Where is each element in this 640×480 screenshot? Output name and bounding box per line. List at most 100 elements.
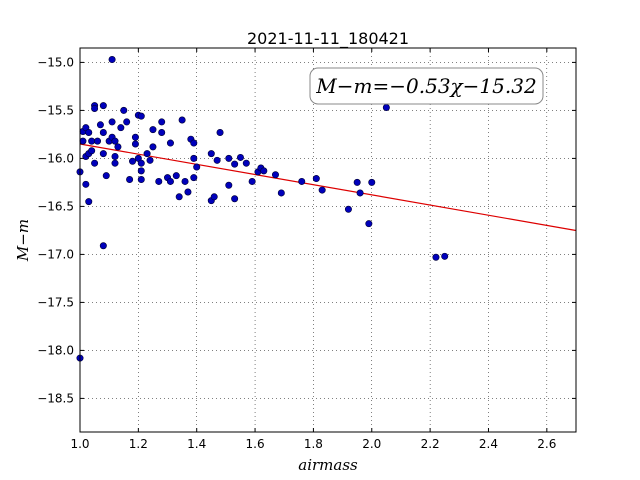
data-point (277, 189, 285, 197)
data-point (210, 193, 218, 201)
data-point (91, 159, 99, 167)
data-point (231, 160, 239, 168)
data-point (242, 159, 250, 167)
fit-annotation: M−m=−0.53χ−15.32 (309, 67, 544, 105)
data-point (111, 137, 119, 145)
y-tick-label: −18.0 (37, 343, 74, 357)
data-point (91, 104, 99, 112)
data-point (207, 150, 215, 158)
data-point (99, 150, 107, 158)
annotation-text: M−m=−0.53χ−15.32 (315, 74, 536, 98)
data-point (155, 177, 163, 185)
data-point (166, 177, 174, 185)
data-point (318, 186, 326, 194)
y-tick-label: −17.0 (37, 247, 74, 261)
x-tick-label: 1.6 (246, 437, 265, 451)
data-point (365, 220, 373, 228)
data-point (271, 171, 279, 179)
x-axis-label: airmass (298, 456, 358, 474)
data-point (368, 178, 376, 186)
x-tick-label: 2.2 (421, 437, 440, 451)
data-points (76, 56, 449, 362)
data-point (99, 128, 107, 136)
data-point (108, 118, 116, 126)
data-point (129, 157, 137, 165)
data-point (146, 156, 154, 164)
data-point (353, 178, 361, 186)
x-tick-label: 2.6 (537, 437, 556, 451)
data-point (441, 252, 449, 260)
data-point (137, 112, 145, 120)
data-point (99, 102, 107, 110)
data-point (382, 104, 390, 112)
data-point (248, 177, 256, 185)
data-point (88, 137, 96, 145)
data-point (131, 133, 139, 141)
x-tick-label: 1.4 (187, 437, 206, 451)
data-point (126, 176, 134, 184)
data-point (149, 143, 157, 151)
data-point (111, 152, 119, 160)
x-tick-label: 1.2 (129, 437, 148, 451)
y-tick-label: −17.5 (37, 295, 74, 309)
y-tick-label: −16.0 (37, 151, 74, 165)
data-point (190, 174, 198, 182)
data-point (79, 137, 87, 145)
data-point (312, 175, 320, 183)
y-axis-label: M−m (14, 219, 32, 262)
data-point (190, 154, 198, 162)
data-point (181, 177, 189, 185)
data-point (231, 195, 239, 203)
y-tick-label: −16.5 (37, 199, 74, 213)
x-tick-label: 1.8 (304, 437, 323, 451)
data-point (225, 154, 233, 162)
data-point (137, 176, 145, 184)
data-point (178, 116, 186, 124)
data-point (356, 189, 364, 197)
data-point (213, 156, 221, 164)
data-point (298, 177, 306, 185)
y-tick-label: −15.0 (37, 55, 74, 69)
data-point (111, 159, 119, 167)
data-point (193, 163, 201, 171)
data-point (88, 147, 96, 155)
data-point (102, 172, 110, 180)
data-point (158, 118, 166, 126)
data-point (114, 143, 122, 151)
data-point (94, 137, 102, 145)
x-tick-label: 2.0 (362, 437, 381, 451)
data-point (175, 193, 183, 201)
annotation-box (309, 67, 544, 105)
y-tick-label: −18.5 (37, 391, 74, 405)
data-point (99, 242, 107, 250)
data-point (260, 167, 268, 175)
y-tick-label: −15.5 (37, 103, 74, 117)
x-tick-label: 1.0 (70, 437, 89, 451)
fit-line (79, 143, 577, 232)
data-point (166, 139, 174, 147)
plot-frame (79, 47, 577, 433)
data-point (344, 205, 352, 213)
data-point (190, 139, 198, 147)
data-point (82, 180, 90, 188)
data-point (85, 198, 93, 206)
data-point (149, 126, 157, 134)
data-point (137, 159, 145, 167)
data-point (137, 167, 145, 175)
data-point (120, 106, 128, 114)
data-point (143, 150, 151, 158)
data-point (117, 124, 125, 132)
data-point (123, 118, 131, 126)
data-point (96, 121, 104, 129)
data-point (85, 128, 93, 136)
data-point (108, 56, 116, 64)
x-tick-label: 2.4 (479, 437, 498, 451)
data-point (432, 253, 440, 261)
data-point (158, 128, 166, 136)
data-point (236, 153, 244, 161)
data-point (225, 181, 233, 189)
data-point (216, 128, 224, 136)
grid (79, 48, 576, 432)
axis-ticks: 1.0 1.2 1.4 1.6 1.8 2.0 2.2 2.4 2.6 −15.0 −15.5 −16… (37, 48, 576, 451)
